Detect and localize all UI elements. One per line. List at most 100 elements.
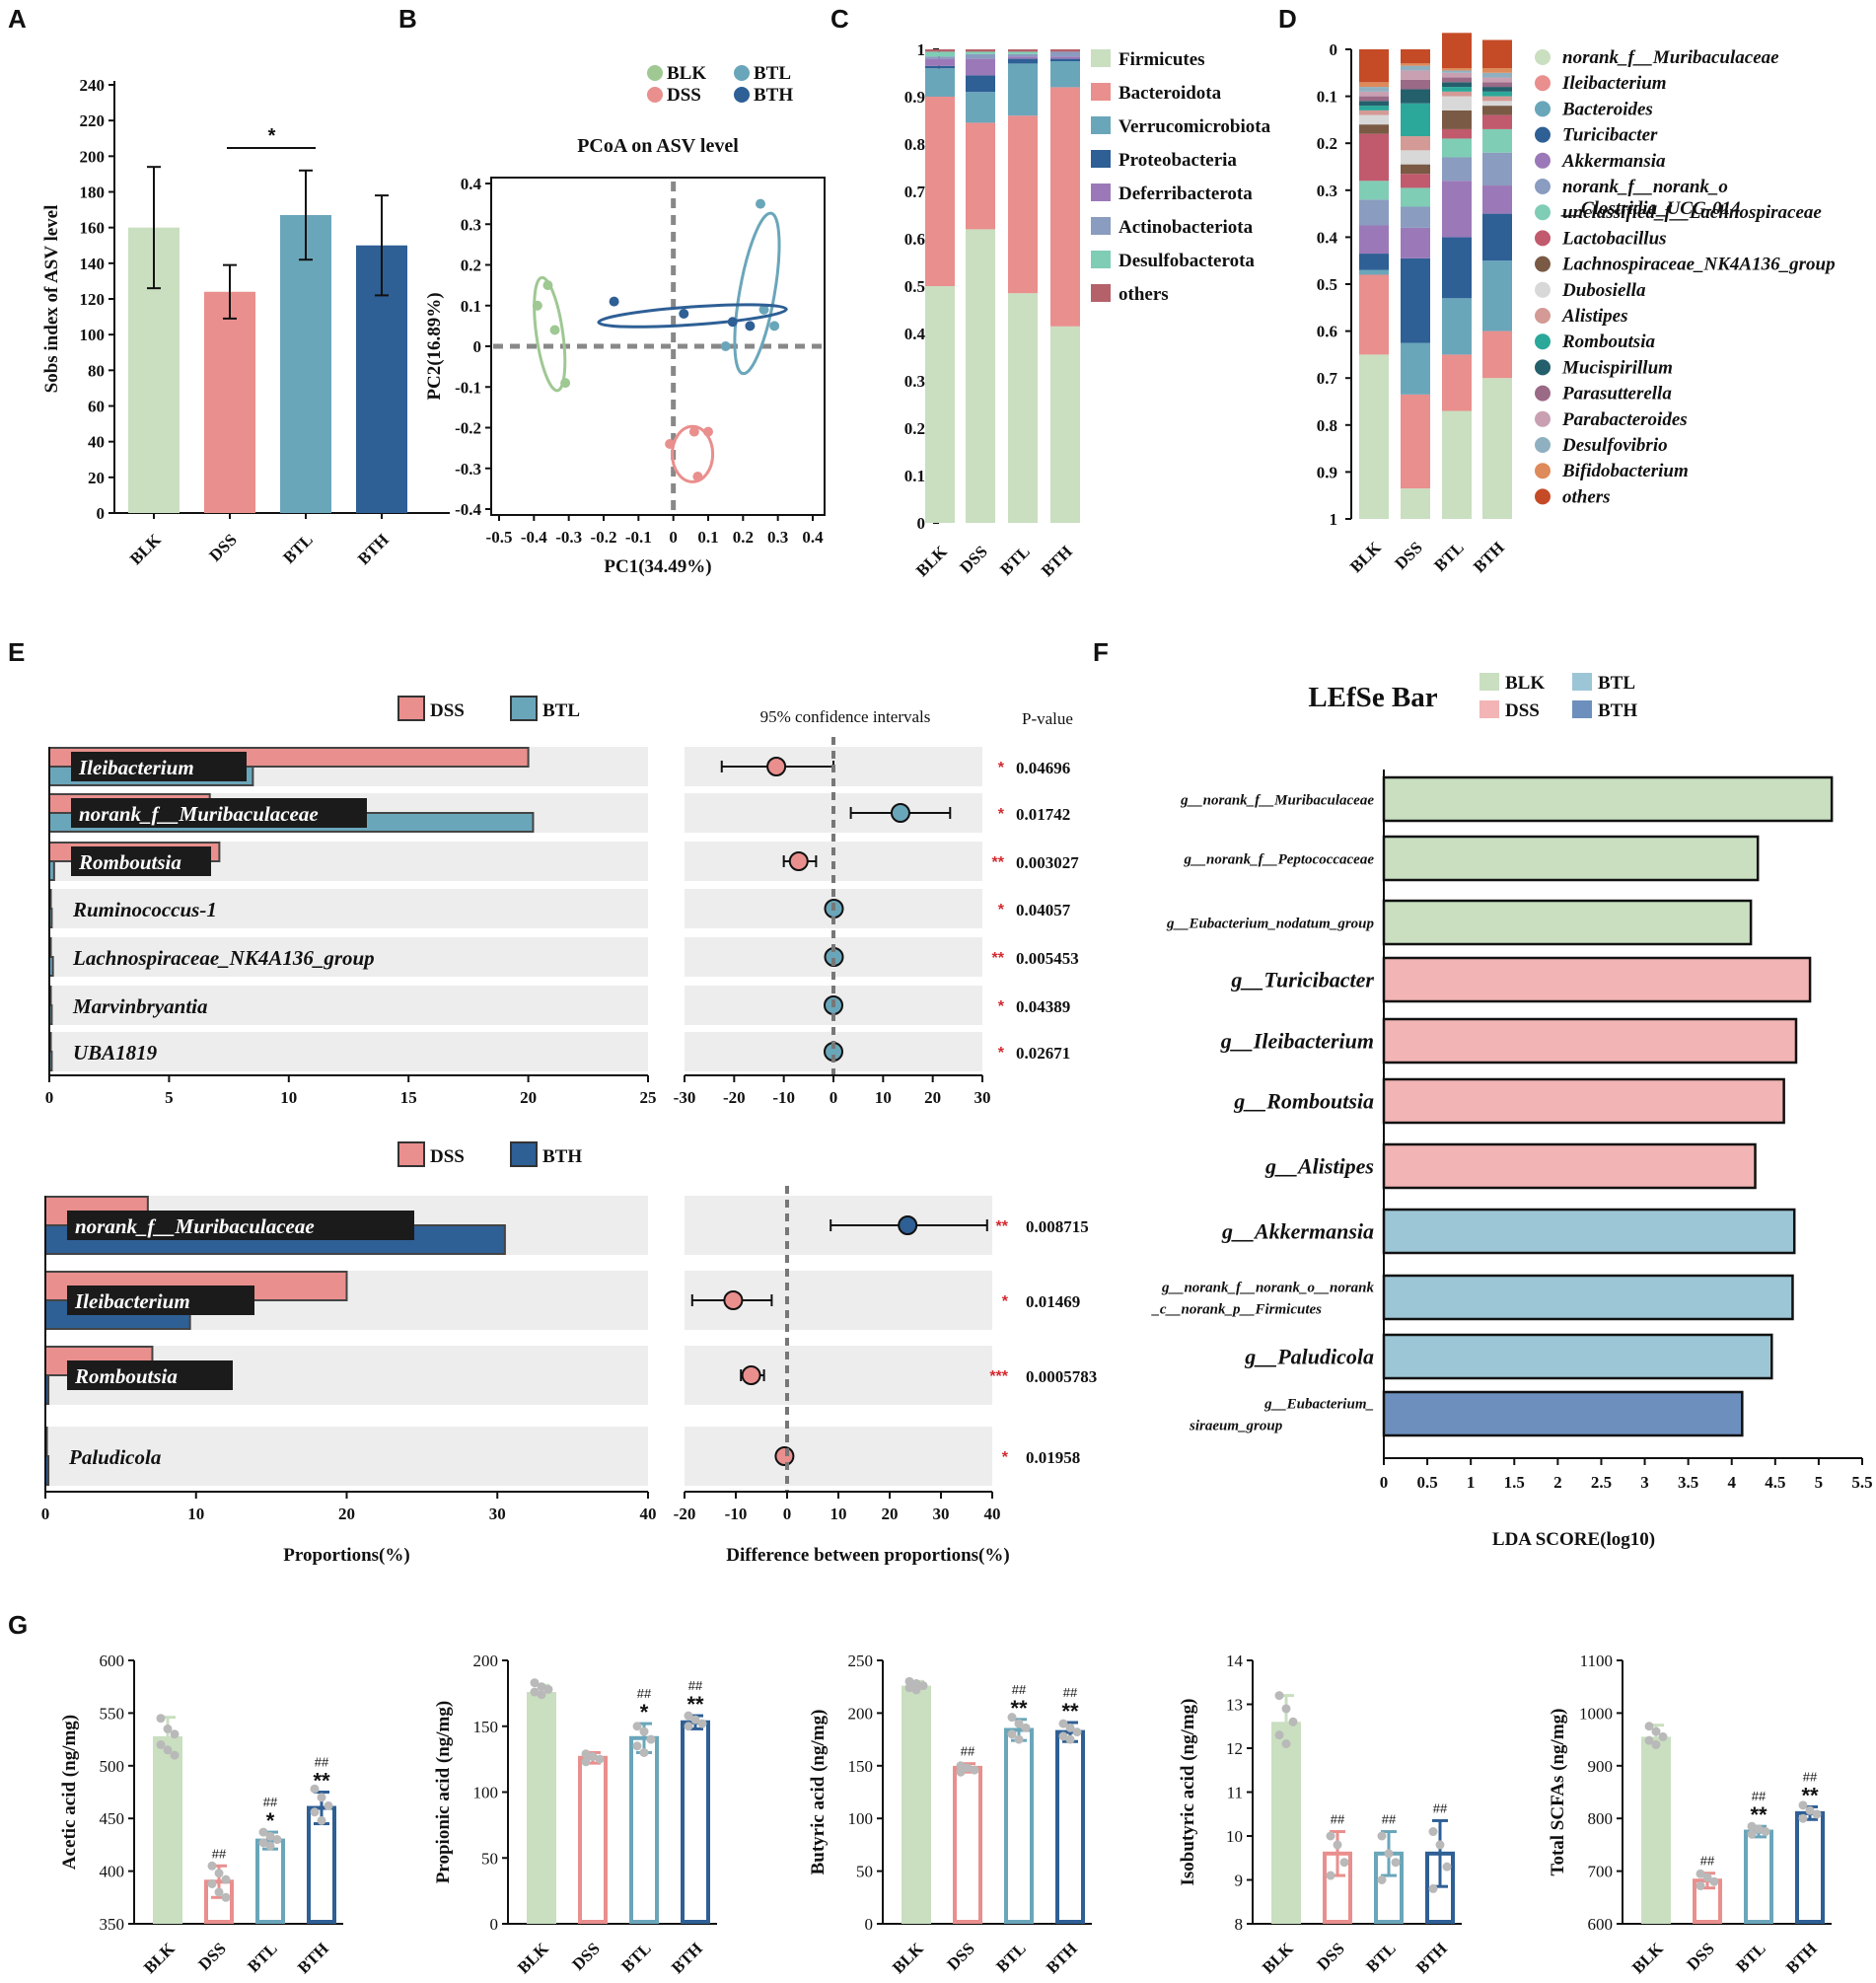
y-tick-label: 8 xyxy=(1235,1915,1244,1934)
point-btl xyxy=(769,321,780,331)
legend-label: BTH xyxy=(1598,700,1637,721)
data-point xyxy=(1274,1730,1284,1740)
ci-x-tick-label: -30 xyxy=(674,1088,696,1107)
x-tick-label: DSS xyxy=(205,530,240,564)
stack-segment xyxy=(966,229,995,523)
data-point xyxy=(1696,1869,1705,1878)
data-point xyxy=(684,1722,693,1731)
legend-label: BTL xyxy=(754,63,791,84)
legend-swatch-dss xyxy=(1479,700,1499,718)
chart-title: LEfSe Bar xyxy=(1308,682,1437,713)
significance-mark: ## xyxy=(315,1755,329,1770)
data-point xyxy=(1798,1800,1808,1810)
y-axis-label: Total SCFAs (ng/mg) xyxy=(1548,1709,1568,1876)
bar-btl xyxy=(1004,1727,1034,1925)
stack-segment xyxy=(1359,96,1389,102)
p-value: 0.01958 xyxy=(1026,1448,1080,1467)
bar-dss xyxy=(204,291,255,513)
point-dss xyxy=(703,426,713,437)
stack-segment xyxy=(1482,152,1512,186)
x-tick-label: 20 xyxy=(338,1505,355,1523)
panel-label-a: A xyxy=(8,4,27,34)
plot-frame xyxy=(490,177,826,516)
bar-bth xyxy=(1055,1729,1085,1925)
y-tick-label: 0.1 xyxy=(461,297,481,316)
stack-segment xyxy=(1401,49,1430,64)
point-btl xyxy=(756,198,765,209)
x-tick-label: BTH xyxy=(668,1939,706,1977)
y-tick-label: 0 xyxy=(473,337,482,356)
ci-x-tick-label: 0 xyxy=(830,1088,838,1107)
y-axis-label: Propionic acid (ng/mg) xyxy=(433,1701,454,1883)
data-point xyxy=(170,1729,180,1739)
x-tick-label: 2.5 xyxy=(1591,1473,1612,1492)
lda-bar-label: g__Eubacterium_nodatum_group xyxy=(1166,916,1375,931)
significance-mark: * xyxy=(998,902,1005,918)
row-background xyxy=(49,986,648,1025)
scfa-chart-5: 600 700 800 900 1000 1100 Total SCFAs (ng/mg) B… xyxy=(1548,1652,1832,1977)
legend-swatch xyxy=(1535,385,1551,402)
y-tick-label: 0.9 xyxy=(1317,463,1337,481)
ci-point xyxy=(898,1215,918,1235)
taxon-tag xyxy=(67,1211,414,1240)
data-point xyxy=(1065,1734,1075,1744)
stack-segment xyxy=(1482,128,1512,153)
x-tick-label: -0.1 xyxy=(625,528,652,547)
legend-label: Deferribacterota xyxy=(1118,184,1253,204)
legend-dot-dss xyxy=(647,87,663,103)
stack-segment xyxy=(1442,68,1472,71)
legend-swatch-bth xyxy=(1572,700,1592,718)
x-tick-label: BLK xyxy=(912,542,951,580)
data-point xyxy=(1072,1727,1082,1737)
row-background xyxy=(45,1427,648,1486)
ci-x-tick-label: 30 xyxy=(974,1088,991,1107)
x-axis-label: Proportions(%) xyxy=(283,1545,409,1566)
panel-label-g: G xyxy=(8,1610,28,1640)
x-tick-label: DSS xyxy=(956,542,990,576)
point-blk xyxy=(542,280,553,291)
legend-dot-btl xyxy=(734,65,750,81)
data-point xyxy=(543,1684,553,1694)
y-tick-label: 0.5 xyxy=(904,277,925,296)
x-tick-label: BTH xyxy=(1782,1939,1821,1977)
stack-segment xyxy=(1359,114,1389,125)
stack-segment xyxy=(1442,354,1472,411)
p-value: 0.003027 xyxy=(1016,853,1079,872)
x-tick-label: BTH xyxy=(1043,1939,1081,1977)
data-point xyxy=(639,1747,649,1757)
x-tick-label: 20 xyxy=(520,1088,537,1107)
x-tick-label: 4.5 xyxy=(1765,1473,1785,1492)
data-point xyxy=(963,1763,973,1773)
stack-segment xyxy=(966,49,995,52)
y-tick-label: 0 xyxy=(917,514,926,533)
x-tick-label: BTL xyxy=(1430,538,1467,574)
p-value: 0.01469 xyxy=(1026,1292,1080,1311)
data-point xyxy=(1761,1827,1770,1837)
stack-segment xyxy=(1442,96,1472,110)
lda-bar-label: g__Ileibacterium xyxy=(1220,1029,1374,1054)
y-tick-label: 150 xyxy=(848,1757,874,1776)
x-tick-label: BLK xyxy=(126,530,165,568)
stack-segment xyxy=(1482,114,1512,129)
legend-label: Ileibacterium xyxy=(1561,73,1667,94)
stack-segment xyxy=(1401,136,1430,151)
taxon-label: Marvinbryantia xyxy=(72,994,208,1018)
x-tick-label: DSS xyxy=(568,1939,603,1973)
ci-x-tick-label: 20 xyxy=(924,1088,941,1107)
y-tick-label: 220 xyxy=(80,111,106,130)
stack-segment xyxy=(1050,49,1080,52)
x-tick-label: BLK xyxy=(1346,538,1385,576)
y-tick-label: 14 xyxy=(1226,1652,1244,1670)
significance-mark: ## xyxy=(212,1846,227,1861)
legend-label: Proteobacteria xyxy=(1118,150,1237,171)
point-bth xyxy=(609,296,619,307)
y-tick-label: 200 xyxy=(473,1652,499,1670)
legend-swatch xyxy=(1091,83,1111,101)
y-tick-label: -0.4 xyxy=(455,500,481,519)
significance-mark: ## xyxy=(263,1795,278,1809)
bar-bth xyxy=(681,1720,710,1924)
legend-swatch-bth xyxy=(510,1141,538,1167)
y-tick-label: 0.5 xyxy=(1317,275,1337,294)
legend-swatch-blk xyxy=(1479,673,1499,691)
x-tick-label: 0 xyxy=(1380,1473,1389,1492)
